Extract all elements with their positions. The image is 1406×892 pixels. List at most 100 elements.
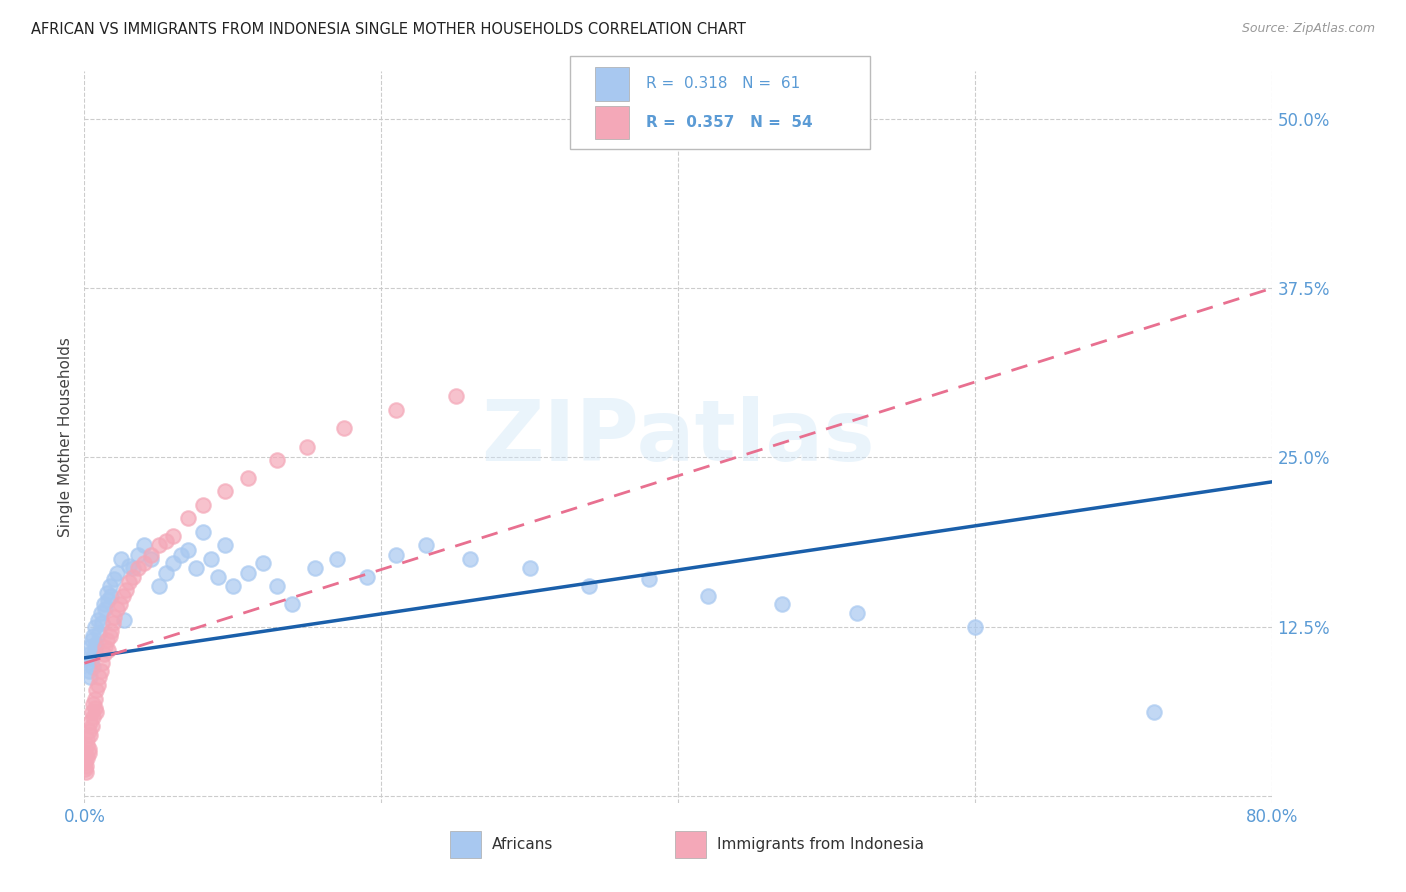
Point xyxy=(118,574,141,589)
Text: Africans: Africans xyxy=(492,838,554,852)
Point xyxy=(100,624,122,638)
Point xyxy=(127,561,149,575)
Point xyxy=(266,579,288,593)
Point xyxy=(141,548,163,562)
Point xyxy=(79,728,101,742)
Point xyxy=(96,633,118,648)
Point xyxy=(82,710,104,724)
Point xyxy=(266,453,288,467)
Point xyxy=(93,647,115,661)
Point xyxy=(77,741,100,756)
Point xyxy=(83,642,105,657)
Point xyxy=(1142,705,1164,719)
Point xyxy=(155,534,177,549)
Point xyxy=(162,529,184,543)
Point xyxy=(191,498,215,512)
Point xyxy=(385,403,408,417)
Y-axis label: Single Mother Households: Single Mother Households xyxy=(58,337,73,537)
Point xyxy=(90,606,112,620)
Point xyxy=(83,620,105,634)
Point xyxy=(122,569,145,583)
Point xyxy=(89,626,111,640)
Point xyxy=(177,542,200,557)
Point xyxy=(115,583,138,598)
Point xyxy=(73,762,96,776)
Point xyxy=(77,746,100,760)
Point xyxy=(82,697,104,711)
Point xyxy=(76,732,98,747)
Point xyxy=(356,569,378,583)
Point xyxy=(76,738,98,752)
Point xyxy=(141,552,163,566)
Point xyxy=(100,589,122,603)
Point xyxy=(98,629,121,643)
Point xyxy=(82,629,104,643)
Point xyxy=(281,597,304,611)
Text: AFRICAN VS IMMIGRANTS FROM INDONESIA SINGLE MOTHER HOUSEHOLDS CORRELATION CHART: AFRICAN VS IMMIGRANTS FROM INDONESIA SIN… xyxy=(31,22,745,37)
Point xyxy=(214,538,236,552)
Text: Immigrants from Indonesia: Immigrants from Indonesia xyxy=(717,838,924,852)
Point xyxy=(578,579,600,593)
Point xyxy=(80,633,103,648)
Point xyxy=(84,637,107,651)
Point xyxy=(200,552,222,566)
Point xyxy=(965,620,987,634)
Point xyxy=(75,755,97,769)
Point xyxy=(84,705,107,719)
Point xyxy=(444,389,467,403)
Point xyxy=(122,561,145,575)
Point xyxy=(75,759,97,773)
Point xyxy=(127,548,149,562)
Text: R =  0.357   N =  54: R = 0.357 N = 54 xyxy=(645,115,813,130)
Point xyxy=(304,561,326,575)
Point xyxy=(111,589,134,603)
Point xyxy=(77,665,100,679)
Point xyxy=(91,615,114,630)
Point xyxy=(98,579,121,593)
Point xyxy=(75,748,97,763)
Point xyxy=(148,579,170,593)
Point xyxy=(184,561,207,575)
Point xyxy=(97,642,120,657)
Point xyxy=(76,657,98,671)
Point xyxy=(79,714,101,729)
Point xyxy=(96,586,118,600)
Point xyxy=(155,566,177,580)
Point xyxy=(177,511,200,525)
Point xyxy=(132,556,155,570)
Point xyxy=(148,538,170,552)
Point xyxy=(80,718,103,732)
Point xyxy=(415,538,437,552)
Point xyxy=(80,651,103,665)
Point xyxy=(385,548,408,562)
Point xyxy=(79,640,101,654)
Point xyxy=(132,538,155,552)
Point xyxy=(75,764,97,779)
Point xyxy=(295,440,318,454)
Point xyxy=(97,592,120,607)
Point xyxy=(101,615,124,630)
Point xyxy=(162,556,184,570)
Point xyxy=(770,597,793,611)
Point xyxy=(84,683,107,698)
Point xyxy=(697,589,720,603)
Point xyxy=(77,647,100,661)
Point xyxy=(93,597,115,611)
Point xyxy=(637,572,659,586)
Point xyxy=(207,569,229,583)
Point xyxy=(191,524,215,539)
Point xyxy=(236,566,259,580)
Point xyxy=(845,606,868,620)
Point xyxy=(170,548,193,562)
Point xyxy=(91,657,114,671)
Point xyxy=(105,566,128,580)
Point xyxy=(214,484,236,499)
Point xyxy=(89,670,111,684)
Point xyxy=(103,572,125,586)
Point xyxy=(87,678,110,692)
Point xyxy=(108,597,131,611)
Point xyxy=(103,610,125,624)
Text: Source: ZipAtlas.com: Source: ZipAtlas.com xyxy=(1241,22,1375,36)
Point xyxy=(82,660,104,674)
Point xyxy=(94,602,117,616)
